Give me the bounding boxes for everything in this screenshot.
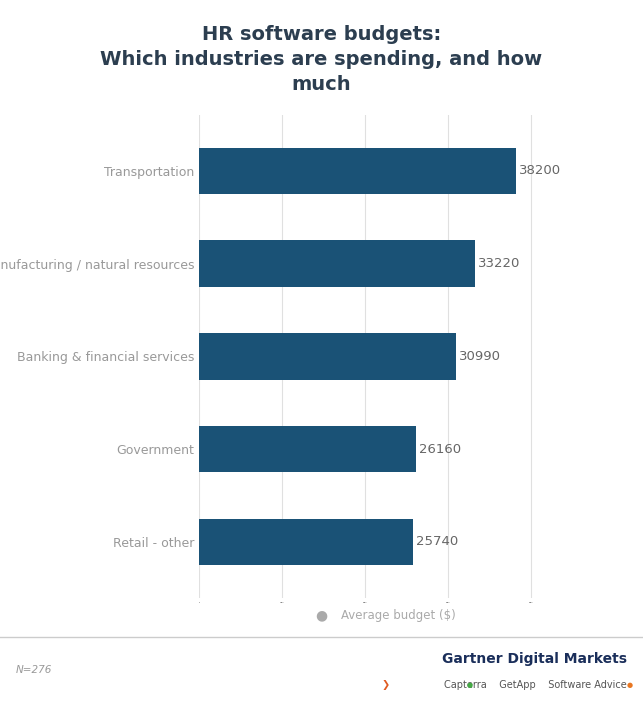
Bar — [199, 426, 416, 472]
Text: ●: ● — [627, 683, 633, 688]
Bar — [199, 240, 475, 287]
Text: 30990: 30990 — [460, 350, 502, 363]
Bar — [199, 148, 516, 194]
Bar — [199, 333, 456, 379]
Text: ●: ● — [316, 608, 327, 623]
Text: HR software budgets:
Which industries are spending, and how
much: HR software budgets: Which industries ar… — [100, 25, 543, 94]
Text: 26160: 26160 — [419, 443, 462, 456]
Text: Average budget ($): Average budget ($) — [341, 609, 455, 622]
Text: N=276: N=276 — [16, 665, 53, 675]
Text: Gartner Digital Markets: Gartner Digital Markets — [442, 652, 627, 666]
Text: 38200: 38200 — [520, 164, 561, 177]
Text: Capterra    GetApp    Software Advice: Capterra GetApp Software Advice — [444, 680, 627, 690]
Text: ●: ● — [466, 683, 473, 688]
Text: 25740: 25740 — [416, 536, 458, 549]
Text: ❯: ❯ — [381, 680, 390, 690]
Text: 33220: 33220 — [478, 257, 520, 270]
Bar — [199, 518, 413, 565]
